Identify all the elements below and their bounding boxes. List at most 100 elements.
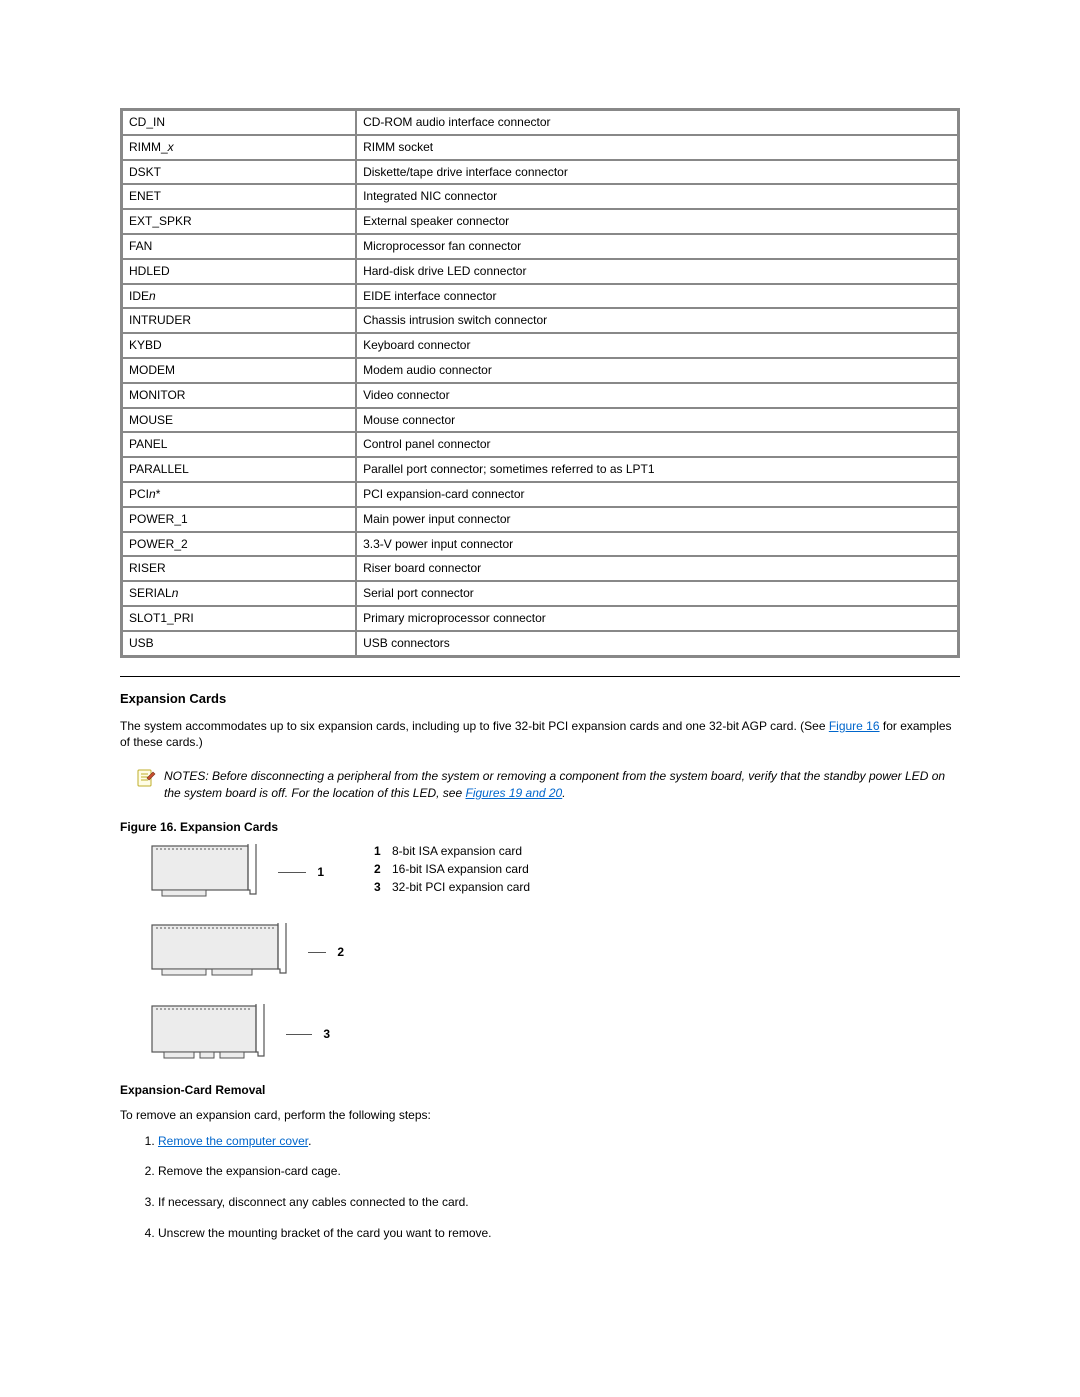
connector-desc: Main power input connector (356, 507, 958, 532)
note-text: NOTES: Before disconnecting a peripheral… (164, 768, 960, 802)
card-row-3: 3 (150, 1004, 330, 1065)
table-row: INTRUDERChassis intrusion switch connect… (122, 308, 958, 333)
connector-label: POWER_2 (122, 532, 356, 557)
intro-text-pre: The system accommodates up to six expans… (120, 719, 829, 733)
connector-desc: Integrated NIC connector (356, 184, 958, 209)
connector-desc: Parallel port connector; sometimes refer… (356, 457, 958, 482)
removal-steps: Remove the computer cover. Remove the exp… (140, 1133, 960, 1242)
connector-desc: Mouse connector (356, 408, 958, 433)
table-row: MODEMModem audio connector (122, 358, 958, 383)
connector-label: MONITOR (122, 383, 356, 408)
connector-desc: Video connector (356, 383, 958, 408)
connector-desc: 3.3-V power input connector (356, 532, 958, 557)
table-row: RIMM_xRIMM socket (122, 135, 958, 160)
step-item: If necessary, disconnect any cables conn… (158, 1194, 960, 1211)
connector-desc: External speaker connector (356, 209, 958, 234)
table-row: EXT_SPKRExternal speaker connector (122, 209, 958, 234)
table-row: PCIn*PCI expansion-card connector (122, 482, 958, 507)
connector-label: ENET (122, 184, 356, 209)
legend-num: 3 (374, 880, 384, 894)
note-post: . (562, 786, 565, 800)
connector-desc: USB connectors (356, 631, 958, 656)
table-row: RISERRiser board connector (122, 556, 958, 581)
connector-label: EXT_SPKR (122, 209, 356, 234)
connector-label: PARALLEL (122, 457, 356, 482)
connector-desc: Primary microprocessor connector (356, 606, 958, 631)
table-row: DSKTDiskette/tape drive interface connec… (122, 160, 958, 185)
connector-desc: PCI expansion-card connector (356, 482, 958, 507)
connector-label: USB (122, 631, 356, 656)
connector-label: IDEn (122, 284, 356, 309)
connector-desc: Chassis intrusion switch connector (356, 308, 958, 333)
legend-num: 2 (374, 862, 384, 876)
table-row: POWER_23.3-V power input connector (122, 532, 958, 557)
connector-desc: Keyboard connector (356, 333, 958, 358)
expansion-intro: The system accommodates up to six expans… (120, 718, 960, 750)
connector-desc: Microprocessor fan connector (356, 234, 958, 259)
table-row: HDLEDHard-disk drive LED connector (122, 259, 958, 284)
table-row: CD_INCD-ROM audio interface connector (122, 110, 958, 135)
figures-19-20-link[interactable]: Figures 19 and 20 (465, 786, 562, 800)
figure-16: 1 2 3 1 8-bit ISA expansion card 2 16-bit I… (120, 844, 960, 1065)
note-block: NOTES: Before disconnecting a peripheral… (120, 760, 960, 806)
legend-label: 8-bit ISA expansion card (392, 844, 522, 858)
table-row: KYBDKeyboard connector (122, 333, 958, 358)
connector-table: CD_INCD-ROM audio interface connectorRIM… (120, 108, 960, 658)
connector-label: DSKT (122, 160, 356, 185)
figure-16-caption: Figure 16. Expansion Cards (120, 820, 960, 834)
legend-label: 16-bit ISA expansion card (392, 862, 529, 876)
figure-16-legend: 1 8-bit ISA expansion card 2 16-bit ISA exp… (374, 844, 530, 898)
card-3-callout: 3 (320, 1027, 330, 1041)
card-1-svg (150, 844, 270, 901)
connector-desc: Modem audio connector (356, 358, 958, 383)
connector-label: CD_IN (122, 110, 356, 135)
connector-label: RIMM_x (122, 135, 356, 160)
table-row: ENETIntegrated NIC connector (122, 184, 958, 209)
step-item: Remove the computer cover. (158, 1133, 960, 1150)
table-row: MOUSEMouse connector (122, 408, 958, 433)
connector-desc: CD-ROM audio interface connector (356, 110, 958, 135)
table-row: FANMicroprocessor fan connector (122, 234, 958, 259)
expansion-heading: Expansion Cards (120, 691, 960, 706)
legend-num: 1 (374, 844, 384, 858)
connector-label: MODEM (122, 358, 356, 383)
connector-desc: Control panel connector (356, 432, 958, 457)
step-link[interactable]: Remove the computer cover (158, 1134, 308, 1148)
legend-item: 2 16-bit ISA expansion card (374, 862, 530, 876)
removal-heading: Expansion-Card Removal (120, 1083, 960, 1097)
connector-desc: Riser board connector (356, 556, 958, 581)
table-row: USBUSB connectors (122, 631, 958, 656)
connector-desc: RIMM socket (356, 135, 958, 160)
connector-label: HDLED (122, 259, 356, 284)
legend-item: 1 8-bit ISA expansion card (374, 844, 530, 858)
card-2-svg (150, 923, 300, 982)
connector-desc: EIDE interface connector (356, 284, 958, 309)
note-icon (136, 768, 156, 788)
table-row: SERIALnSerial port connector (122, 581, 958, 606)
table-row: PARALLELParallel port connector; sometim… (122, 457, 958, 482)
table-row: PANELControl panel connector (122, 432, 958, 457)
removal-intro: To remove an expansion card, perform the… (120, 1107, 960, 1123)
card-row-1: 1 (150, 844, 324, 901)
table-row: MONITORVideo connector (122, 383, 958, 408)
connector-label: PCIn* (122, 482, 356, 507)
table-row: POWER_1Main power input connector (122, 507, 958, 532)
connector-label: RISER (122, 556, 356, 581)
card-1-callout: 1 (314, 865, 324, 879)
step-item: Remove the expansion-card cage. (158, 1163, 960, 1180)
section-divider (120, 676, 960, 677)
connector-label: MOUSE (122, 408, 356, 433)
connector-desc: Serial port connector (356, 581, 958, 606)
card-row-2: 2 (150, 923, 344, 982)
connector-desc: Hard-disk drive LED connector (356, 259, 958, 284)
connector-desc: Diskette/tape drive interface connector (356, 160, 958, 185)
table-row: SLOT1_PRIPrimary microprocessor connecto… (122, 606, 958, 631)
connector-label: SERIALn (122, 581, 356, 606)
connector-label: INTRUDER (122, 308, 356, 333)
legend-item: 332-bit PCI expansion card (374, 880, 530, 894)
table-row: IDEnEIDE interface connector (122, 284, 958, 309)
connector-label: PANEL (122, 432, 356, 457)
step-item: Unscrew the mounting bracket of the card… (158, 1225, 960, 1242)
connector-label: KYBD (122, 333, 356, 358)
figure-16-link[interactable]: Figure 16 (829, 719, 880, 733)
